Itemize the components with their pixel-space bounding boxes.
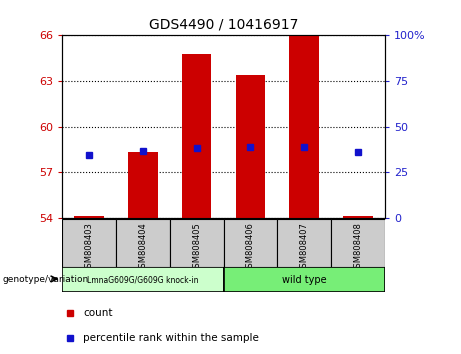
FancyBboxPatch shape	[62, 219, 116, 267]
FancyBboxPatch shape	[62, 267, 224, 292]
Text: GSM808404: GSM808404	[138, 222, 148, 273]
Text: wild type: wild type	[282, 275, 326, 285]
Text: GSM808407: GSM808407	[300, 222, 309, 273]
FancyBboxPatch shape	[116, 219, 170, 267]
Bar	[182, 54, 212, 218]
Text: GSM808406: GSM808406	[246, 222, 255, 273]
Text: genotype/variation: genotype/variation	[2, 275, 89, 284]
Bar	[290, 35, 319, 218]
Bar	[343, 217, 373, 218]
Text: percentile rank within the sample: percentile rank within the sample	[83, 333, 259, 343]
FancyBboxPatch shape	[331, 219, 385, 267]
Text: LmnaG609G/G609G knock-in: LmnaG609G/G609G knock-in	[87, 275, 199, 284]
Bar	[236, 75, 265, 218]
Text: GSM808408: GSM808408	[354, 222, 362, 273]
Text: GSM808403: GSM808403	[85, 222, 94, 273]
FancyBboxPatch shape	[224, 219, 278, 267]
FancyBboxPatch shape	[170, 219, 224, 267]
FancyBboxPatch shape	[224, 267, 385, 292]
Bar	[74, 217, 104, 218]
Text: count: count	[83, 308, 112, 318]
Bar	[128, 152, 158, 218]
Title: GDS4490 / 10416917: GDS4490 / 10416917	[149, 17, 298, 32]
FancyBboxPatch shape	[278, 219, 331, 267]
Text: GSM808405: GSM808405	[192, 222, 201, 273]
